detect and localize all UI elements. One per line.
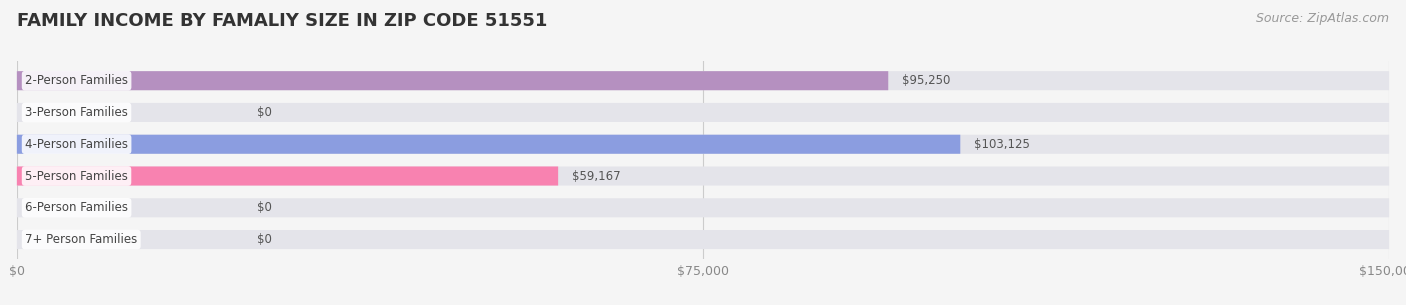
Text: 4-Person Families: 4-Person Families <box>25 138 128 151</box>
Text: $0: $0 <box>257 233 271 246</box>
Text: 3-Person Families: 3-Person Families <box>25 106 128 119</box>
Text: $0: $0 <box>257 201 271 214</box>
FancyBboxPatch shape <box>17 198 1389 217</box>
Text: 5-Person Families: 5-Person Families <box>25 170 128 182</box>
FancyBboxPatch shape <box>17 135 960 154</box>
Text: 2-Person Families: 2-Person Families <box>25 74 128 87</box>
Text: $0: $0 <box>257 106 271 119</box>
FancyBboxPatch shape <box>17 103 1389 122</box>
FancyBboxPatch shape <box>17 230 1389 249</box>
FancyBboxPatch shape <box>17 71 1389 90</box>
Text: $103,125: $103,125 <box>974 138 1031 151</box>
Text: 7+ Person Families: 7+ Person Families <box>25 233 138 246</box>
FancyBboxPatch shape <box>17 71 889 90</box>
Text: FAMILY INCOME BY FAMALIY SIZE IN ZIP CODE 51551: FAMILY INCOME BY FAMALIY SIZE IN ZIP COD… <box>17 12 547 30</box>
FancyBboxPatch shape <box>17 135 1389 154</box>
FancyBboxPatch shape <box>17 167 558 185</box>
Text: $59,167: $59,167 <box>572 170 620 182</box>
FancyBboxPatch shape <box>17 167 1389 185</box>
Text: $95,250: $95,250 <box>903 74 950 87</box>
Text: Source: ZipAtlas.com: Source: ZipAtlas.com <box>1256 12 1389 25</box>
Text: 6-Person Families: 6-Person Families <box>25 201 128 214</box>
